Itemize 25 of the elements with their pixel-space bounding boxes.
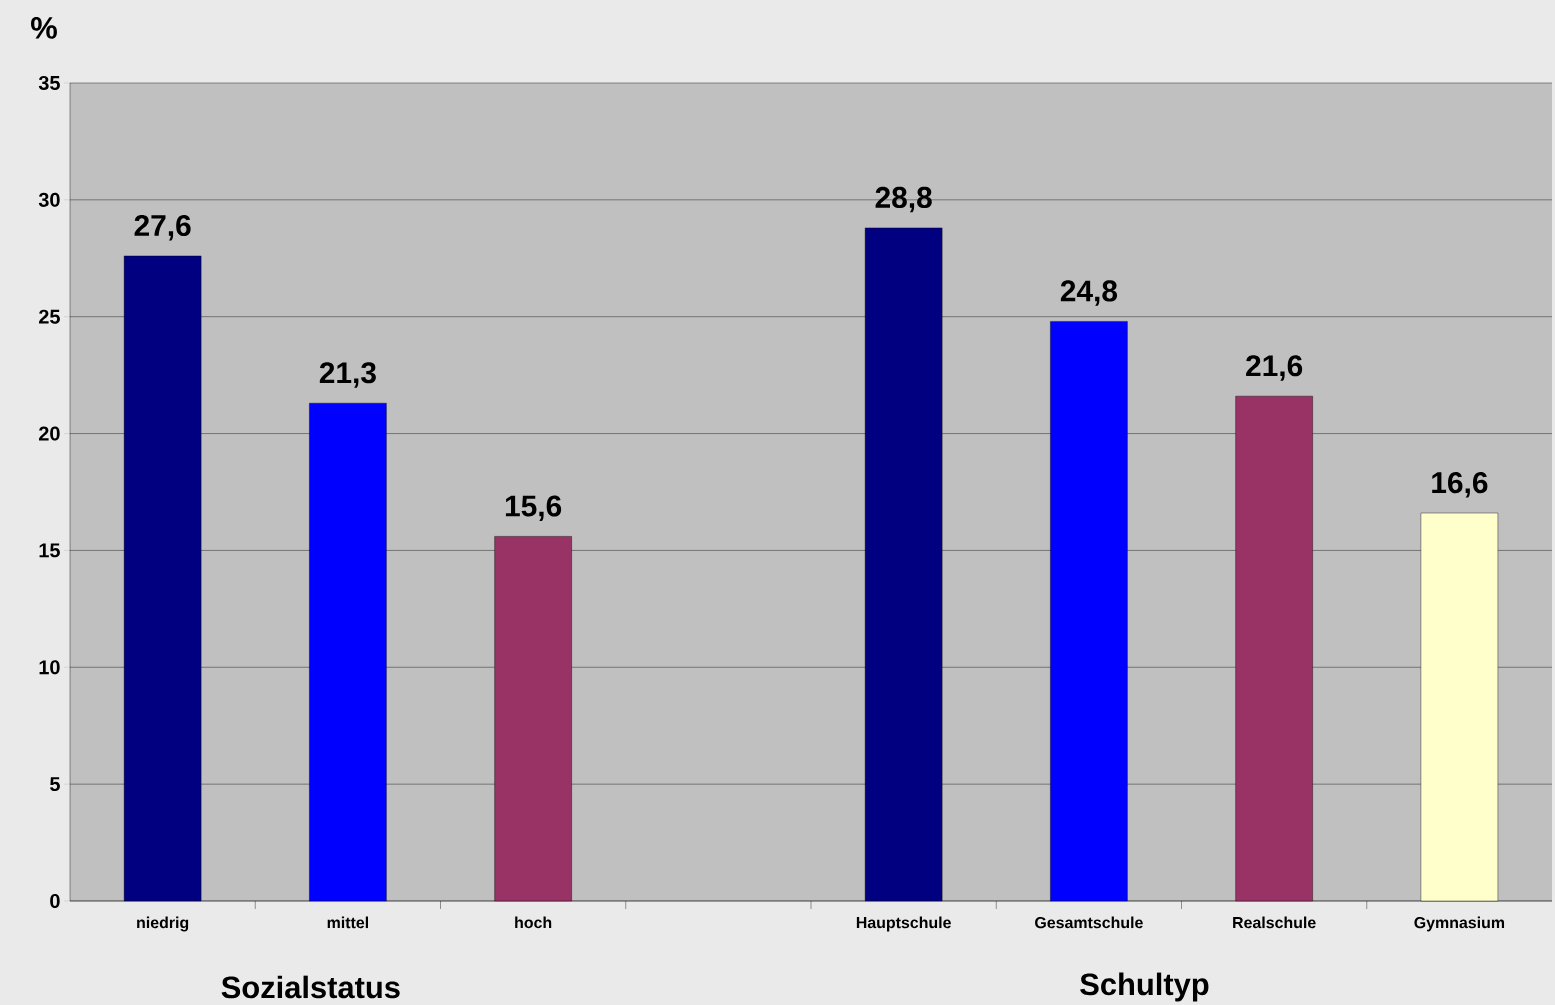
x-tick-label: mittel <box>327 916 368 929</box>
x-tick-label: Gymnasium <box>1414 916 1505 932</box>
data-label: 27,6 <box>134 214 191 241</box>
text: Sozialstatus <box>221 975 400 999</box>
y-tick-label: 30 <box>38 192 60 207</box>
x-tick-label: niedrig <box>137 916 189 932</box>
y-tick-label: 35 <box>38 75 60 91</box>
data-label: 16,6 <box>1432 472 1488 498</box>
text: Schultyp <box>1080 972 1209 1002</box>
data-label: 24,8 <box>1060 280 1118 306</box>
data-label: 28,8 <box>875 186 932 213</box>
y-tick-label: 15 <box>39 543 60 558</box>
x-tick-label: Gesamtschule <box>1035 916 1143 929</box>
y-tick-label: 0 <box>50 893 60 909</box>
x-tick-label: Realschule <box>1233 916 1316 929</box>
y-tick-label: 25 <box>39 309 60 324</box>
x-tick-label: Hauptschule <box>856 916 951 932</box>
data-label: 21,6 <box>1246 355 1303 381</box>
data-label: 15,6 <box>505 495 562 521</box>
y-tick-label: 5 <box>50 777 60 792</box>
y-tick-label: 10 <box>39 660 60 675</box>
y-axis-title: % <box>31 17 57 39</box>
data-label: 21,3 <box>319 362 376 388</box>
y-tick-label: 20 <box>39 426 60 441</box>
x-tick-label: hoch <box>515 916 552 929</box>
